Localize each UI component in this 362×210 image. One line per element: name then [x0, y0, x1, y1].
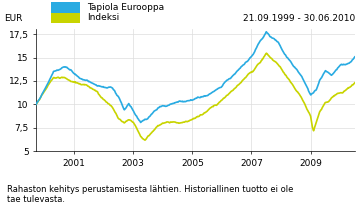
Text: Tapiola Eurooppa: Tapiola Eurooppa [87, 3, 164, 12]
Text: Rahaston kehitys perustamisesta lähtien. Historiallinen tuotto ei ole
tae tuleva: Rahaston kehitys perustamisesta lähtien.… [7, 185, 294, 204]
Bar [51, 13, 80, 23]
Text: Indeksi: Indeksi [87, 13, 119, 22]
Text: EUR: EUR [4, 14, 23, 23]
Bar [51, 2, 80, 13]
Text: 21.09.1999 - 30.06.2010: 21.09.1999 - 30.06.2010 [243, 14, 355, 23]
